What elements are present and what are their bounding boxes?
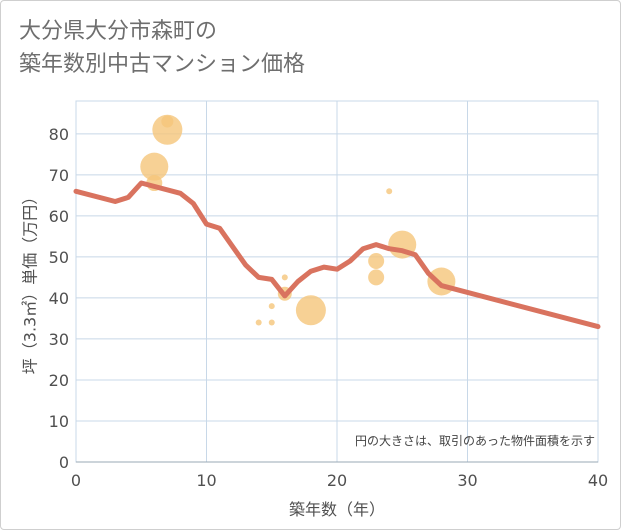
bubble (152, 114, 183, 145)
trend-line-layer (73, 180, 601, 330)
y-tick-label: 20 (49, 371, 69, 390)
bubble (427, 267, 456, 296)
x-tick-label: 0 (71, 471, 81, 490)
grid-lines (75, 101, 599, 463)
bubble (386, 188, 393, 195)
y-tick-label: 40 (49, 289, 69, 308)
tick-labels: 0 10 20 30 40 0 10 20 30 40 50 60 70 80 (49, 125, 609, 490)
x-axis-title: 築年数（年） (289, 500, 385, 519)
y-tick-label: 0 (59, 453, 69, 472)
y-tick-label: 50 (49, 248, 69, 267)
bubble-size-note: 円の大きさは、取引のあった物件面積を示す (355, 433, 595, 448)
bubble (255, 319, 262, 326)
y-tick-label: 10 (49, 412, 69, 431)
bubble (281, 274, 288, 281)
y-tick-label: 30 (49, 330, 69, 349)
x-tick-label: 30 (457, 471, 477, 490)
bubbles (140, 114, 456, 326)
chart-title: 大分県大分市森町の 築年数別中古マンション価格 (19, 15, 305, 81)
trend-line (73, 180, 601, 330)
y-tick-label: 70 (49, 166, 69, 185)
bubble (295, 295, 326, 326)
x-tick-label: 20 (327, 471, 347, 490)
bubble (161, 115, 174, 128)
bubble (268, 319, 275, 326)
chart-title-line1: 大分県大分市森町の (19, 19, 218, 44)
y-tick-label: 60 (49, 207, 69, 226)
bubble (268, 303, 275, 310)
y-tick-label: 80 (49, 125, 69, 144)
bubble (368, 269, 385, 286)
bubble (368, 252, 385, 269)
bubble (140, 152, 169, 181)
x-tick-label: 40 (588, 471, 608, 490)
chart-title-line2: 築年数別中古マンション価格 (19, 52, 306, 77)
x-tick-label: 10 (196, 471, 216, 490)
y-axis-title: 坪（3.3㎡）単価（万円） (21, 189, 40, 374)
